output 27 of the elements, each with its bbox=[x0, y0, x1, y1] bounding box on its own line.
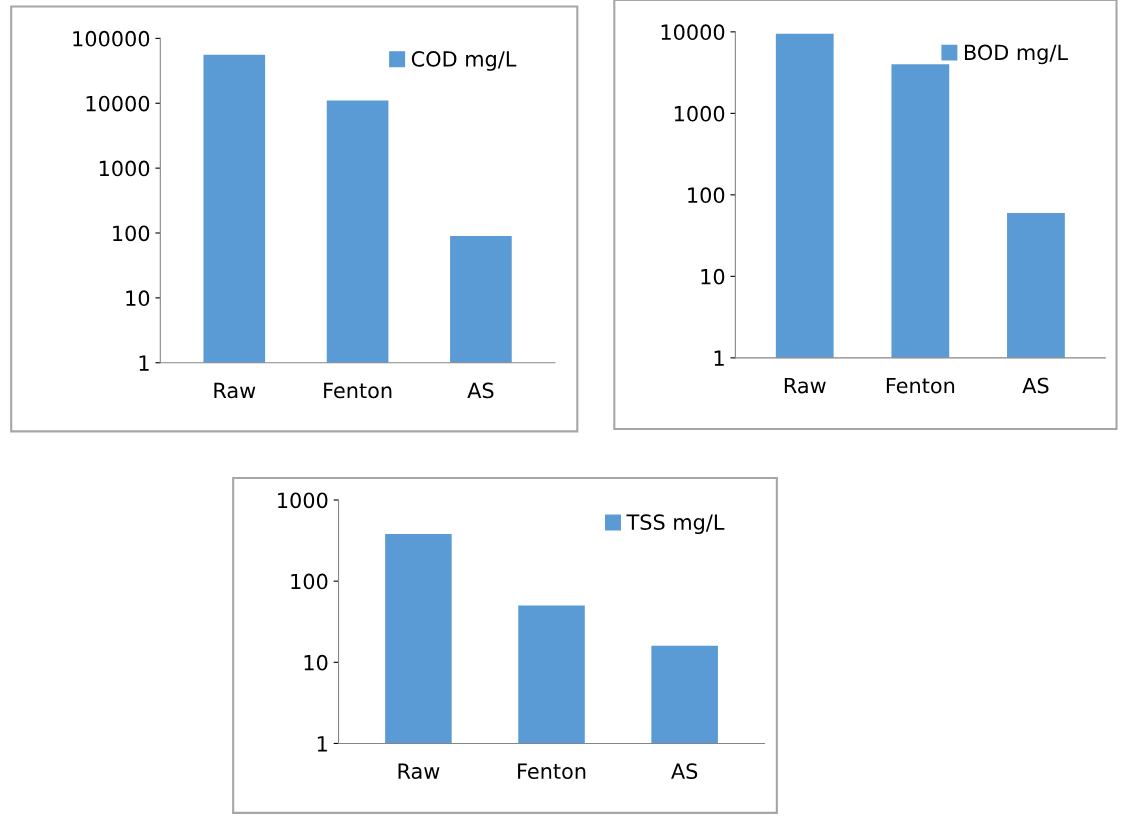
y-tick-label: 1000 bbox=[674, 105, 725, 122]
legend-label: COD mg/L bbox=[411, 51, 517, 71]
x-tick-label: AS bbox=[467, 382, 494, 399]
legend-label: TSS mg/L bbox=[626, 514, 725, 535]
y-tick-label: 1000 bbox=[278, 492, 328, 509]
y-tick-label: 1000 bbox=[99, 160, 150, 177]
legend-label: BOD mg/L bbox=[964, 44, 1068, 65]
x-tick-label: Raw bbox=[214, 382, 256, 399]
y-tick-label: 100 bbox=[291, 573, 328, 590]
y-tick-label: 1 bbox=[317, 736, 327, 752]
y-tick-label: 1 bbox=[714, 350, 724, 366]
y-tick-label: 1 bbox=[139, 355, 149, 371]
y-tick-label: 10 bbox=[304, 654, 328, 671]
x-tick-label: Fenton bbox=[518, 763, 586, 780]
x-tick-label: Raw bbox=[784, 377, 826, 394]
x-tick-label: Raw bbox=[398, 763, 440, 780]
x-tick-label: AS bbox=[1022, 377, 1049, 394]
y-tick-label: 10000 bbox=[86, 95, 150, 112]
y-tick-label: 100 bbox=[688, 187, 725, 204]
y-tick-label: 10 bbox=[126, 290, 150, 307]
y-tick-label: 10 bbox=[701, 268, 725, 285]
x-tick-label: Fenton bbox=[886, 377, 955, 394]
x-tick-label: AS bbox=[671, 763, 698, 780]
y-tick-label: 100 bbox=[113, 225, 150, 242]
x-tick-label: Fenton bbox=[324, 382, 392, 399]
y-tick-label: 100000 bbox=[73, 30, 150, 47]
y-tick-label: 10000 bbox=[661, 24, 725, 41]
